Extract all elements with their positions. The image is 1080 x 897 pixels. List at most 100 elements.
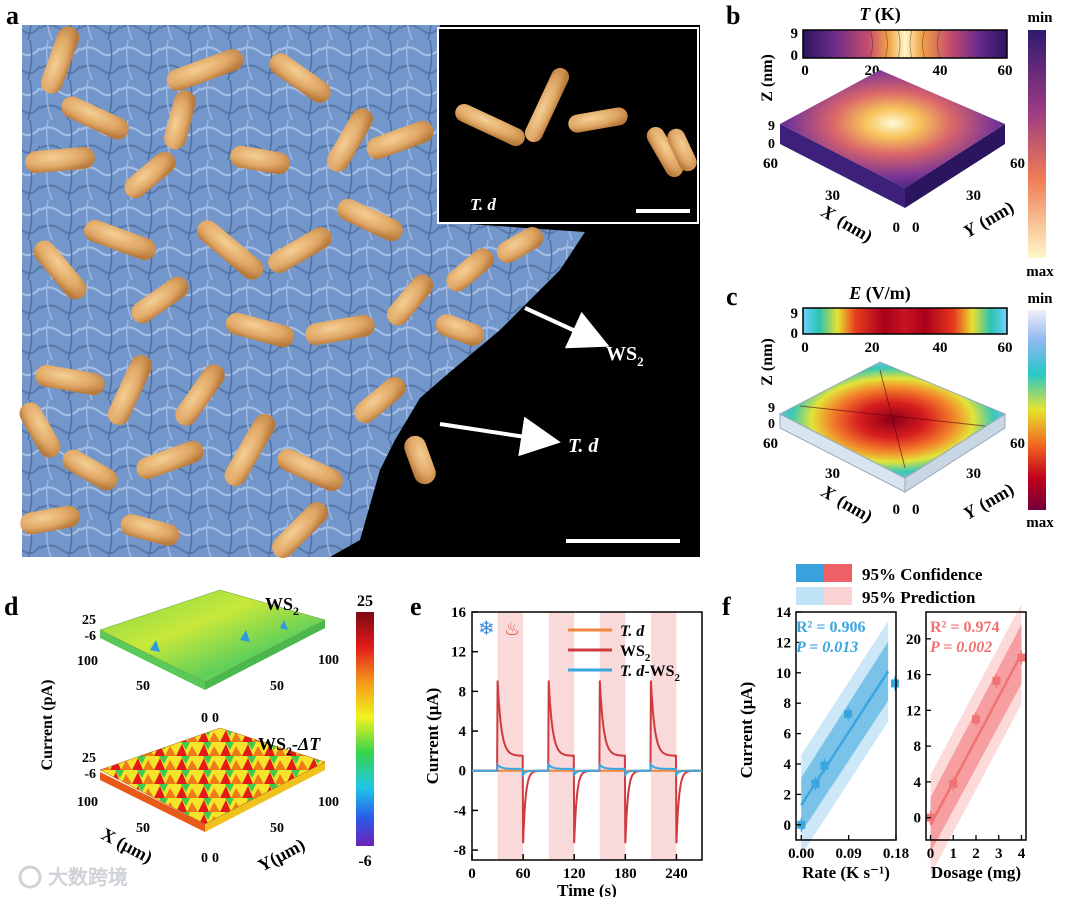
d-cb-min: -6 — [358, 853, 371, 870]
c-slice — [802, 307, 1008, 335]
watermark-icon — [18, 865, 42, 889]
c-zt0: 9 — [791, 306, 799, 322]
f-legend-conf-text: 95% Confidence — [862, 565, 983, 584]
c-cb-bottom: max — [1026, 515, 1054, 531]
d-surface-bottom — [99, 727, 326, 825]
bacterium — [386, 274, 434, 326]
bacterium — [230, 145, 290, 175]
e-legend-label: WS2 — [620, 643, 651, 664]
f-ytick-label: 16 — [906, 668, 922, 684]
c-xt0: 0 — [801, 340, 809, 356]
bacterium — [136, 440, 204, 480]
e-series — [472, 680, 702, 844]
flame-icon: ♨ — [504, 619, 520, 640]
bacterium — [225, 312, 295, 348]
bacterium — [25, 146, 95, 174]
f-legend-pred-blue — [796, 587, 824, 605]
arrow-label-td: T. d — [568, 435, 599, 457]
bacterium — [61, 96, 129, 140]
bacterium — [277, 448, 343, 492]
bacteria-cluster — [19, 26, 544, 558]
d-surface-bottom-side — [205, 762, 325, 832]
d-zlabel: Current (pA) — [39, 680, 56, 771]
bacterium — [35, 364, 105, 396]
f-frame — [795, 611, 897, 841]
bacterium — [272, 502, 328, 558]
e-xtick-label: 120 — [563, 866, 586, 882]
f-xtick-label: 0.18 — [883, 846, 909, 862]
f-ytick-label: 10 — [776, 666, 791, 682]
inset-bacterium — [455, 103, 525, 147]
c-izt1: 0 — [768, 417, 775, 432]
bacterium — [40, 26, 80, 94]
panel-f: f 95% Confidence 95% Prediction 02468101… — [722, 564, 1027, 882]
e-ytick-label: -4 — [454, 803, 467, 819]
b-title: T (K) — [859, 4, 901, 25]
watermark: 大数跨境 — [48, 865, 128, 889]
e-legend-label: T. d-WS2 — [620, 663, 681, 684]
b-izt1: 0 — [768, 137, 775, 152]
b-cube-top — [780, 70, 1005, 188]
bacterium — [366, 120, 434, 160]
e-ytick-label: -8 — [454, 843, 467, 859]
inset-bacterium — [646, 126, 684, 178]
b-iyt2: 60 — [1010, 156, 1025, 172]
bacterium — [20, 505, 80, 535]
b-slice — [802, 29, 1008, 59]
c-cb-top: min — [1027, 291, 1053, 307]
arrow-ws2 — [524, 306, 610, 349]
d-bot-yt2: 100 — [318, 795, 339, 810]
f-left-p: P = 0.013 — [795, 639, 858, 656]
panel-b: b T (K) Z (nm) 9 0 0 20 40 60 9 0 60 30 … — [726, 1, 1054, 280]
d-surface-bottom-front — [100, 772, 205, 832]
f-fit-line — [929, 653, 1023, 826]
b-iso-xlabel: X (nm) — [817, 201, 876, 247]
d-bottom-label: WS2-ΔT — [258, 734, 321, 758]
d-bot-xt0: 100 — [77, 795, 98, 810]
d-top-xt0: 100 — [77, 654, 98, 669]
d-colorbar — [356, 612, 374, 846]
bacterium — [164, 90, 196, 150]
c-xt2: 40 — [933, 340, 948, 356]
e-axes: -8 -4 0 4 8 12 16 0 60 120 180 240 Time (s) Current (… — [423, 605, 703, 897]
bacterium — [19, 402, 61, 458]
e-ytick-label: 0 — [459, 764, 467, 780]
f-left-r2: R² = 0.906 — [796, 619, 865, 636]
d-surface-top-front — [100, 630, 205, 690]
c-ixt0: 60 — [763, 436, 778, 452]
c-iyt0: 0 — [912, 502, 920, 518]
inset-bacterium — [524, 67, 570, 143]
e-legend-label: T. d — [620, 623, 645, 640]
f-ytick-label: 4 — [914, 775, 922, 791]
panel-letter-b: b — [726, 1, 740, 30]
panel-letter-a: a — [6, 1, 19, 30]
bacterium — [354, 376, 406, 424]
e-frame — [471, 611, 703, 861]
d-top-xt1: 50 — [136, 679, 150, 694]
c-title: E (V/m) — [848, 283, 911, 304]
inset-bacterium — [667, 128, 697, 172]
e-ytick-label: 4 — [459, 724, 467, 740]
panel-a: a T. d WS2 T. d — [6, 1, 700, 558]
e-line-t--d-ws2 — [472, 762, 702, 778]
c-zt1: 0 — [791, 326, 799, 342]
d-cb-max: 25 — [357, 593, 373, 610]
d-top-zt1: -6 — [84, 629, 96, 644]
inset-label: T. d — [470, 195, 496, 214]
bacterium — [305, 314, 375, 346]
f-xtick-label: 4 — [1018, 846, 1026, 862]
d-bot-yt1: 50 — [270, 821, 284, 836]
d-bot-xt1: 50 — [136, 821, 150, 836]
bacterium — [84, 219, 156, 261]
b-cb-top: min — [1027, 10, 1053, 26]
f-xtick-label: 0.00 — [788, 846, 814, 862]
bacterium — [496, 227, 544, 263]
f-right-p: P = 0.002 — [929, 639, 992, 656]
arrow-label-ws2: WS2 — [606, 343, 644, 369]
c-iyt1: 30 — [966, 466, 981, 482]
panel-letter-f: f — [722, 592, 731, 621]
b-zt1: 0 — [791, 48, 799, 64]
d-top-xt2: 0 — [201, 711, 208, 726]
